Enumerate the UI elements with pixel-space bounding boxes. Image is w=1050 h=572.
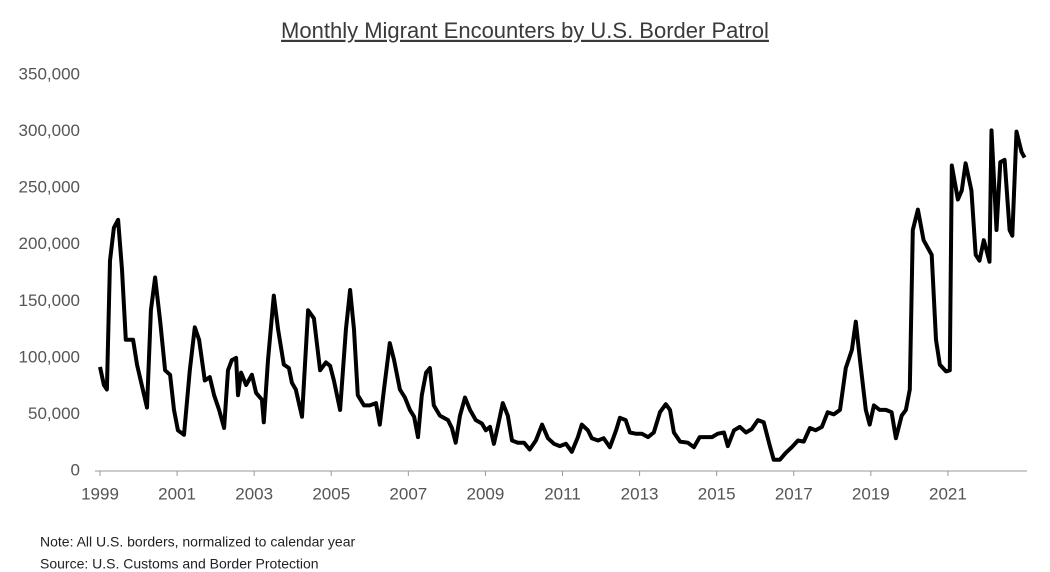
x-tick-label: 1999: [81, 484, 119, 503]
y-tick-label: 100,000: [19, 347, 80, 366]
y-tick-label: 250,000: [19, 178, 80, 197]
y-tick-label: 350,000: [19, 64, 80, 83]
x-tick-label: 2019: [852, 484, 890, 503]
y-tick-label: 50,000: [28, 404, 80, 423]
series-line: [98, 128, 1027, 462]
source: Source: U.S. Customs and Border Protecti…: [40, 556, 319, 572]
x-tick-label: 2021: [929, 484, 967, 503]
note: Note: All U.S. borders, normalized to ca…: [40, 534, 355, 550]
x-tick-label: 2007: [389, 484, 427, 503]
x-tick-label: 2017: [775, 484, 813, 503]
y-tick-label: 0: [71, 460, 80, 479]
x-tick-label: 2011: [544, 484, 581, 503]
x-tick-label: 2003: [235, 484, 273, 503]
y-tick-label: 300,000: [19, 121, 80, 140]
x-tick-label: 2015: [698, 484, 736, 503]
y-tick-label: 150,000: [19, 291, 80, 310]
x-tick-label: 2005: [312, 484, 350, 503]
chart-title: Monthly Migrant Encounters by U.S. Borde…: [281, 18, 769, 43]
x-tick-label: 2009: [467, 484, 505, 503]
x-tick-label: 2001: [158, 484, 196, 503]
y-tick-label: 200,000: [19, 234, 80, 253]
x-tick-label: 2013: [621, 484, 659, 503]
